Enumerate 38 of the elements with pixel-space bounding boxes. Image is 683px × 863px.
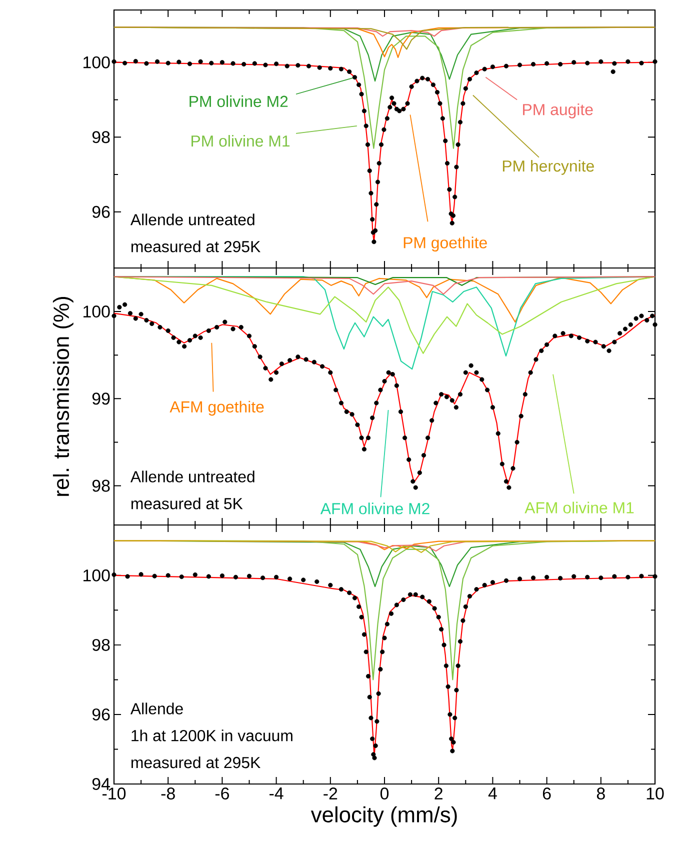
annotation: Allende untreated (130, 214, 254, 226)
annotation: 1h at 1200K in vacuum (132, 730, 292, 742)
x-tick-label: 10 (646, 788, 664, 800)
y-tick-label: 94 (92, 778, 110, 790)
y-tick-label: 100 (84, 306, 110, 318)
x-tick-label: 6 (542, 788, 551, 800)
x-tick-label: 4 (488, 788, 497, 800)
annotation: measured at 5K (131, 498, 243, 510)
text: PM olivine M1 (192, 135, 290, 147)
x-axis-title: velocity (mm/s) (310, 806, 457, 827)
x-tick-label: 8 (596, 788, 605, 800)
x-tick-label: -10 (102, 788, 126, 800)
text: PM olivine M2 (190, 95, 288, 108)
annotation: measured at 295K (131, 756, 260, 768)
x-tick-label: -4 (270, 788, 284, 800)
text: PM goethite (404, 236, 487, 252)
text: AFM olivine M1 (524, 502, 634, 514)
text: PM hercynite (502, 160, 594, 175)
x-tick-label: -8 (161, 788, 175, 800)
annotation: Allende untreated (130, 470, 254, 482)
y-tick-label: 100 (84, 56, 110, 68)
annotation: measured at 295K (131, 240, 260, 252)
text: AFM olivine M2 (320, 502, 430, 514)
y-tick-label: 100 (84, 569, 110, 582)
x-tick-label: -6 (215, 788, 229, 800)
x-tick-label: 2 (434, 788, 442, 800)
y-axis-title: rel. transmission (%) (52, 297, 74, 496)
y-tick-label: 99 (92, 392, 110, 405)
x-tick-label: -2 (324, 788, 338, 800)
y-tick-label: 98 (92, 131, 110, 144)
annotation: Allende (130, 702, 183, 714)
y-tick-label: 98 (92, 480, 110, 492)
y-tick-label: 96 (92, 206, 110, 218)
x-tick-label: 0 (380, 788, 389, 800)
text: PM augite (523, 104, 593, 118)
y-tick-label: 98 (92, 638, 110, 651)
text: AFM goethite (170, 400, 264, 416)
y-tick-label: 96 (92, 708, 110, 720)
